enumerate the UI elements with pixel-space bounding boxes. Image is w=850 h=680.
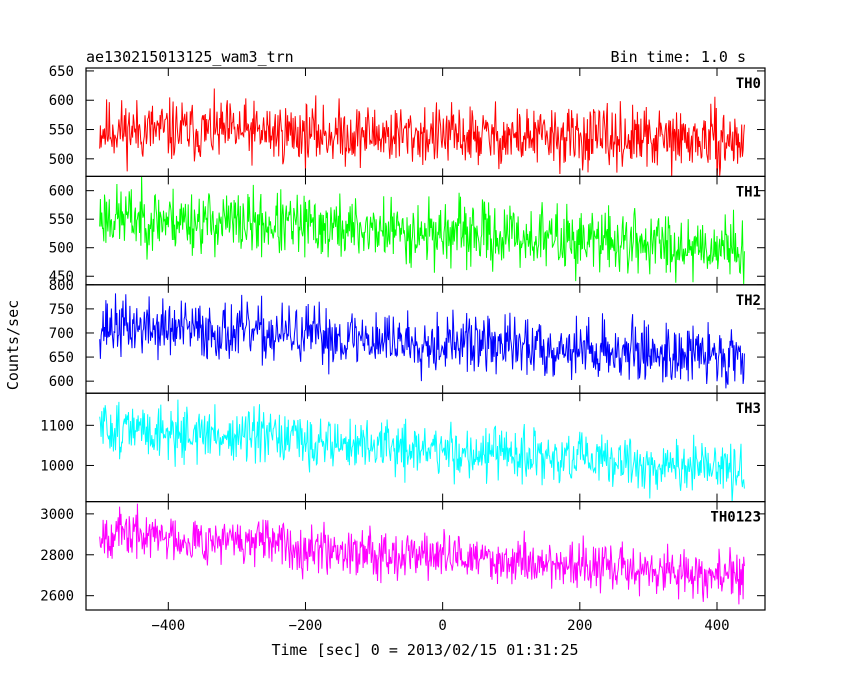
y-tick-label: 550 <box>49 212 74 228</box>
y-tick-label: 650 <box>49 64 74 80</box>
y-tick-label: 650 <box>49 350 74 366</box>
series-line-th1 <box>99 176 745 285</box>
y-axis-label: Counts/sec <box>4 300 22 390</box>
x-tick-label: 400 <box>704 618 729 634</box>
chart-subtitle: Bin time: 1.0 s <box>611 48 746 66</box>
panels: 500 550 600 650 TH0 450 500 550 600 TH1 600 650 700 7… <box>40 64 766 611</box>
x-tick-label: 200 <box>567 618 592 634</box>
y-tick-label: 1000 <box>40 458 74 474</box>
y-tick-label: 3000 <box>40 507 74 523</box>
y-tick-label: 600 <box>49 184 74 200</box>
x-axis-label: Time [sec] 0 = 2013/02/15 01:31:25 <box>271 641 578 659</box>
y-tick-label: 700 <box>49 326 74 342</box>
series-line-th3 <box>99 399 745 502</box>
panel-label: TH0 <box>736 76 761 92</box>
y-tick-label: 500 <box>49 152 74 168</box>
y-tick-label: 600 <box>49 374 74 390</box>
panel-label: TH0123 <box>710 510 761 526</box>
y-tick-label: 750 <box>49 302 74 318</box>
y-tick-label: 1100 <box>40 418 74 434</box>
y-tick-label: 550 <box>49 123 74 139</box>
chart-title: ae130215013125_wam3_trn <box>86 48 294 66</box>
series-line-th0123 <box>99 503 745 605</box>
y-tick-label: 450 <box>49 269 74 285</box>
panel-th0: 500 550 600 650 TH0 <box>49 64 766 178</box>
x-tick-label: −400 <box>151 618 185 634</box>
x-axis: −400 −200 0 200 400 <box>151 618 729 634</box>
y-tick-label: 2600 <box>40 589 74 605</box>
panel-th1: 450 500 550 600 TH1 <box>49 175 766 286</box>
panel-label: TH2 <box>736 293 761 309</box>
y-tick-label: 800 <box>49 278 74 294</box>
y-tick-label: 600 <box>49 93 74 109</box>
panel-th0123: 2600 2800 3000 TH0123 <box>40 501 766 611</box>
y-tick-label: 2800 <box>40 548 74 564</box>
series-line-th2 <box>99 293 745 389</box>
panel-th2: 600 650 700 750 800 TH2 <box>49 278 766 394</box>
y-tick-label: 500 <box>49 241 74 257</box>
series-line-th0 <box>99 88 745 177</box>
panel-label: TH1 <box>736 184 761 200</box>
x-tick-label: −200 <box>289 618 323 634</box>
x-tick-label: 0 <box>438 618 446 634</box>
panel-label: TH3 <box>736 401 761 417</box>
panel-frame <box>85 501 766 611</box>
panel-th3: 1000 1100 TH3 <box>40 392 766 503</box>
